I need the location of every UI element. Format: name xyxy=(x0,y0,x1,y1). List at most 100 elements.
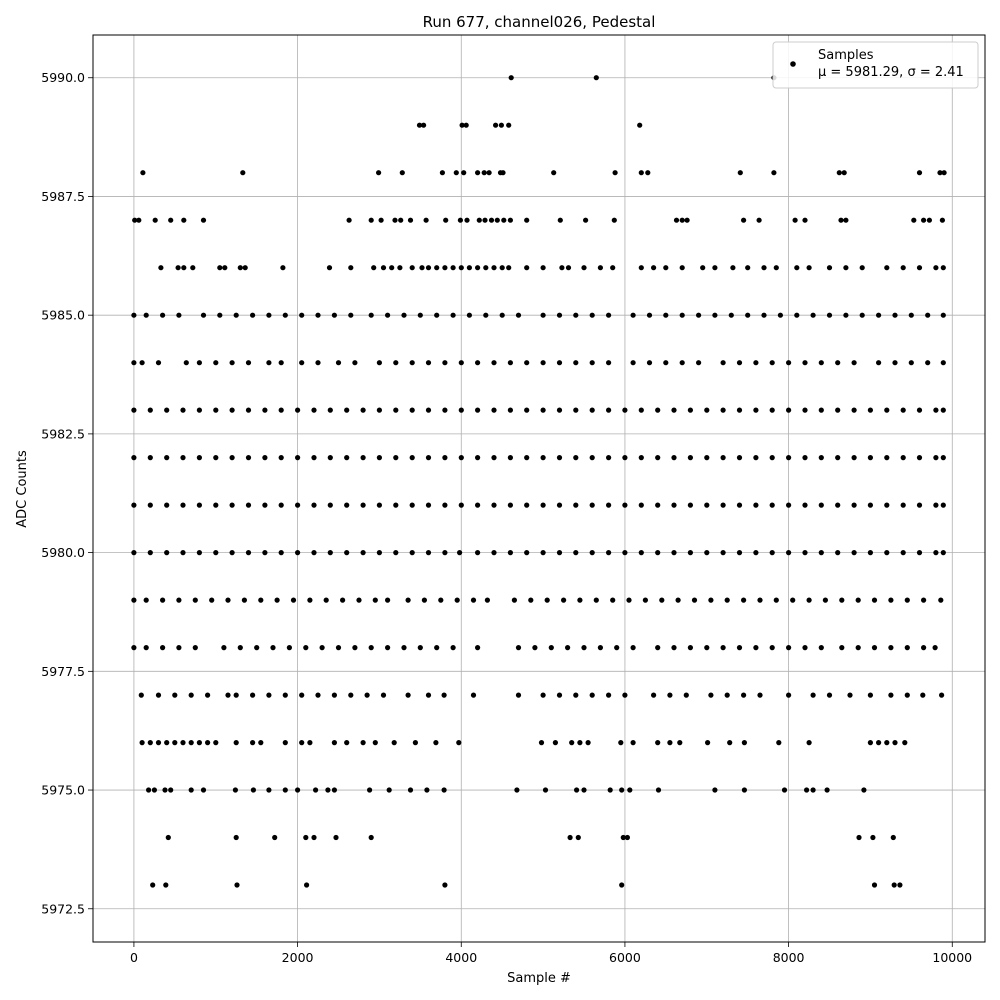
data-point xyxy=(484,597,490,603)
data-point xyxy=(659,597,665,603)
data-point xyxy=(802,550,808,556)
data-point xyxy=(376,407,382,413)
data-point xyxy=(326,265,333,271)
data-point xyxy=(507,550,513,556)
data-point xyxy=(569,740,575,746)
data-point xyxy=(331,740,337,746)
data-point xyxy=(835,360,841,366)
data-point xyxy=(376,455,382,461)
data-point xyxy=(500,170,506,176)
data-point xyxy=(911,217,917,223)
data-point xyxy=(180,455,186,461)
data-point xyxy=(810,312,816,318)
data-point xyxy=(380,692,387,698)
data-point xyxy=(270,645,276,651)
data-point xyxy=(684,217,690,223)
data-point xyxy=(325,787,331,793)
data-point xyxy=(376,550,382,556)
data-point xyxy=(642,597,649,603)
data-point xyxy=(626,597,632,603)
data-point xyxy=(372,597,378,603)
data-point xyxy=(475,550,481,556)
data-point xyxy=(619,787,625,793)
data-point xyxy=(333,834,339,841)
y-tick-label: 5987.5 xyxy=(41,189,85,204)
data-point xyxy=(630,645,636,651)
y-tick-label: 5972.5 xyxy=(41,901,85,916)
data-point xyxy=(491,455,497,461)
data-point xyxy=(671,550,677,556)
data-point xyxy=(867,502,874,508)
data-point xyxy=(843,312,849,318)
data-point xyxy=(401,312,407,318)
data-point xyxy=(575,834,581,841)
data-point xyxy=(638,502,644,508)
data-point xyxy=(900,550,906,556)
data-point xyxy=(581,645,587,651)
data-point xyxy=(835,407,841,413)
data-point xyxy=(213,502,219,508)
data-point xyxy=(393,455,399,461)
data-point xyxy=(557,217,563,223)
data-point xyxy=(307,740,313,746)
data-point xyxy=(299,692,305,698)
data-point xyxy=(871,597,878,603)
data-point xyxy=(884,502,890,508)
data-point xyxy=(258,740,264,746)
data-point xyxy=(773,597,779,603)
data-point xyxy=(876,740,882,746)
data-point xyxy=(176,597,182,603)
data-point xyxy=(515,312,522,318)
data-point xyxy=(925,312,931,318)
data-point xyxy=(421,122,427,128)
data-point xyxy=(360,502,366,508)
data-point xyxy=(335,645,342,651)
data-point xyxy=(786,692,792,698)
data-point xyxy=(278,360,284,366)
data-point xyxy=(810,787,816,793)
data-point xyxy=(407,217,414,223)
data-point xyxy=(164,550,170,556)
data-point xyxy=(147,550,153,556)
data-point xyxy=(454,597,460,603)
data-point xyxy=(902,740,908,746)
legend: Samples μ = 5981.29, σ = 2.41 xyxy=(772,41,979,89)
data-point xyxy=(151,787,157,793)
data-point xyxy=(147,740,153,746)
data-point xyxy=(295,407,301,413)
data-point xyxy=(667,692,673,698)
data-point xyxy=(867,692,874,698)
data-point xyxy=(475,645,481,651)
data-point xyxy=(507,407,513,413)
data-point xyxy=(511,597,517,603)
data-point xyxy=(192,597,198,603)
data-point xyxy=(470,597,477,603)
data-point xyxy=(589,550,595,556)
data-point xyxy=(409,550,415,556)
data-point xyxy=(262,407,268,413)
data-point xyxy=(606,550,612,556)
data-point xyxy=(802,455,808,461)
data-point xyxy=(884,407,890,413)
data-point xyxy=(266,360,272,366)
data-point xyxy=(131,455,137,461)
y-tick-label: 5990.0 xyxy=(41,70,85,85)
data-point xyxy=(352,360,358,366)
data-point xyxy=(136,217,142,223)
data-point xyxy=(637,122,643,128)
data-point xyxy=(232,787,238,793)
data-point xyxy=(737,170,743,176)
data-point xyxy=(888,645,894,651)
data-point xyxy=(311,455,317,461)
data-point xyxy=(476,217,482,223)
data-point xyxy=(589,502,595,508)
data-point xyxy=(839,597,845,603)
data-point xyxy=(925,360,931,366)
data-point xyxy=(371,265,377,271)
data-point xyxy=(736,645,743,651)
data-point xyxy=(213,360,219,366)
data-point xyxy=(515,692,522,698)
data-point xyxy=(638,550,644,556)
data-point xyxy=(540,455,546,461)
data-point xyxy=(160,312,166,318)
